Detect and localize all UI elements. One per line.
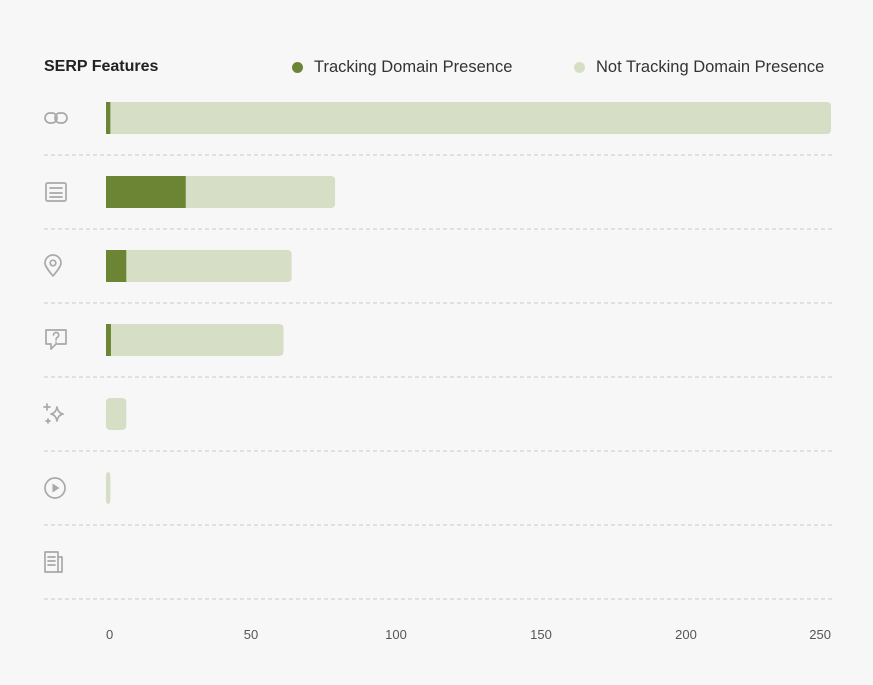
legend-dot-tracking [292, 62, 303, 73]
chart-title: SERP Features [44, 58, 159, 75]
question-icon [45, 329, 67, 350]
legend-label-tracking: Tracking Domain Presence [314, 58, 513, 76]
legend-item-not-tracking[interactable]: Not Tracking Domain Presence [574, 58, 824, 77]
video-play-icon [44, 477, 66, 499]
x-tick-label: 250 [809, 627, 831, 642]
bar-not-tracking[interactable] [106, 324, 284, 356]
legend-item-tracking[interactable]: Tracking Domain Presence [292, 58, 512, 77]
x-tick-label: 150 [530, 627, 552, 642]
row-separators [44, 154, 832, 600]
x-tick-label: 200 [675, 627, 697, 642]
legend-label-not-tracking: Not Tracking Domain Presence [596, 58, 825, 76]
news-icon [44, 551, 63, 573]
bar-tracking[interactable] [106, 324, 111, 356]
bar-tracking[interactable] [106, 250, 127, 282]
link-icon [44, 112, 68, 124]
x-tick-label: 100 [385, 627, 407, 642]
legend-dot-not-tracking [574, 62, 585, 73]
bar-tracking[interactable] [106, 102, 111, 134]
x-tick-label: 50 [244, 627, 258, 642]
bar-tracking[interactable] [106, 176, 186, 208]
bar-not-tracking[interactable] [106, 250, 292, 282]
x-tick-label: 0 [106, 627, 113, 642]
bar-not-tracking[interactable] [106, 472, 111, 504]
article-icon [45, 182, 67, 202]
location-pin-icon [44, 254, 62, 277]
bar-not-tracking[interactable] [106, 102, 831, 134]
sparkles-icon [43, 403, 64, 424]
bar-not-tracking[interactable] [106, 398, 127, 430]
x-axis-ticks: 0 50 100 150 200 250 [106, 627, 831, 642]
bars [106, 102, 831, 504]
category-icons [43, 112, 68, 573]
